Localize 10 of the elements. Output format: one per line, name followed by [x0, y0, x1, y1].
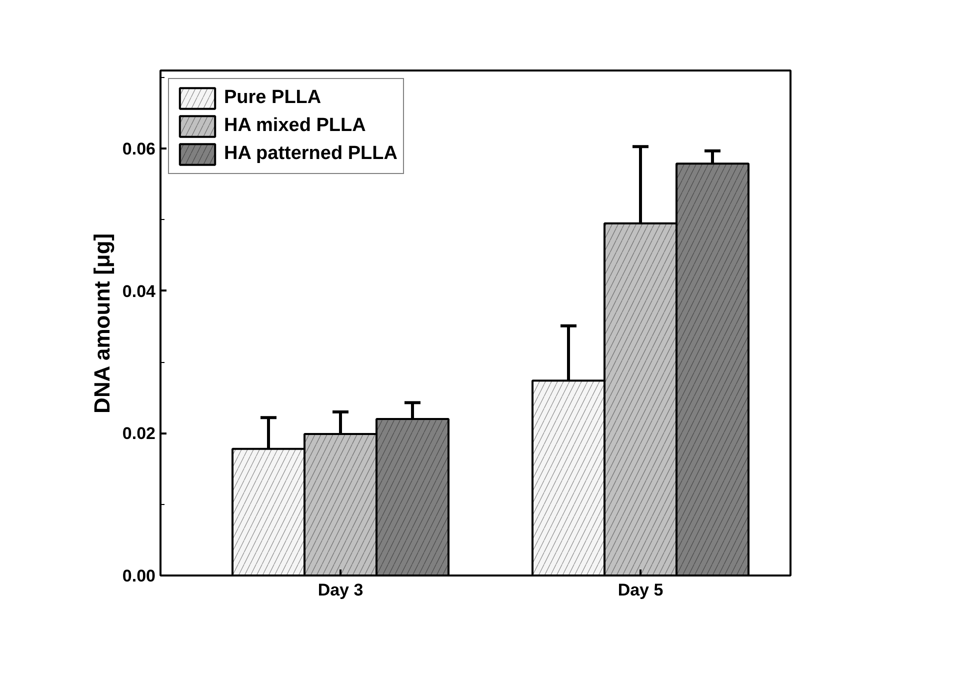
- x-tick-label: Day 5: [618, 580, 664, 600]
- y-tick-label: 0.06: [122, 140, 156, 159]
- x-tick-label: Day 3: [318, 580, 364, 600]
- y-tick-label: 0.00: [122, 566, 156, 586]
- y-tick-label: 0.04: [122, 282, 156, 301]
- legend-label: HA mixed PLLA: [224, 115, 366, 137]
- y-tick-label: 0.02: [122, 424, 156, 444]
- y-axis-title: DNA amount [μg]: [89, 233, 114, 414]
- legend-label: Pure PLLA: [224, 87, 322, 109]
- legend-label: HA patterned PLLA: [224, 143, 398, 165]
